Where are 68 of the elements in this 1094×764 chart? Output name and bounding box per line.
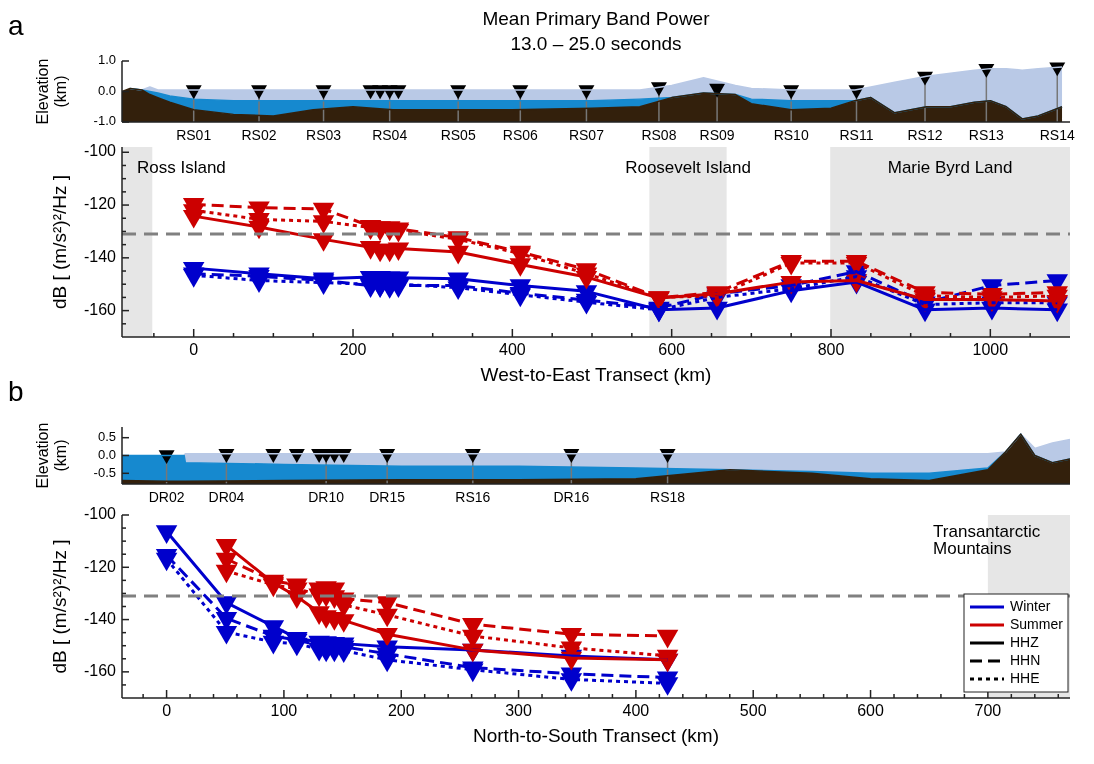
- annotation: RS10: [773, 127, 809, 143]
- y-tick-label: 0.0: [97, 82, 116, 98]
- x-tick-label: 800: [817, 341, 845, 358]
- x-tick-label: 600: [658, 341, 686, 358]
- annotation: DR02: [148, 489, 185, 505]
- legend-label: Winter: [1010, 597, 1051, 614]
- y-tick-label: -1.0: [93, 113, 116, 129]
- annotation: RS04: [372, 127, 408, 143]
- y-tick-label: -160: [83, 300, 117, 318]
- y-tick-label: -0.5: [93, 464, 116, 480]
- band-label: Ross Island: [137, 158, 226, 177]
- y-tick-label: -140: [83, 248, 117, 266]
- annotation: RS03: [306, 127, 342, 143]
- band-label: Marie Byrd Land: [887, 158, 1013, 177]
- y-tick-label: -140: [83, 609, 117, 627]
- y-tick-label: 0.5: [97, 429, 116, 445]
- annotation: RS01: [176, 127, 212, 143]
- annotation: RS09: [699, 127, 735, 143]
- annotation: RS14: [1039, 127, 1075, 143]
- y-axis-title: dB [ (m/s²)²/Hz ]: [49, 539, 70, 674]
- x-axis-title: West-to-East Transect (km): [480, 364, 712, 385]
- x-tick-label: 0: [162, 702, 172, 719]
- x-tick-label: 400: [499, 341, 526, 358]
- y-tick-label: -100: [83, 142, 117, 160]
- annotation: RS05: [440, 127, 476, 143]
- annotation: RS13: [968, 127, 1005, 143]
- text: a: [8, 10, 24, 41]
- legend-label: HHZ: [1010, 633, 1040, 650]
- annotation: RS06: [502, 127, 539, 143]
- annotation: RS12: [907, 127, 943, 143]
- legend-label: HHE: [1010, 669, 1040, 686]
- annotation: RS02: [241, 127, 277, 143]
- x-tick-label: 600: [857, 702, 884, 719]
- x-tick-label: 500: [739, 702, 767, 719]
- annotation: DR15: [369, 489, 406, 505]
- y-tick-label: -120: [83, 195, 117, 213]
- x-tick-label: 100: [270, 702, 298, 719]
- y-tick-label: -100: [83, 505, 117, 523]
- annotation: RS18: [650, 489, 686, 505]
- band-label: Roosevelt Island: [625, 158, 751, 177]
- annotation: DR04: [208, 489, 245, 505]
- annotation: RS07: [568, 127, 605, 143]
- y-tick-label: -120: [83, 557, 117, 575]
- x-tick-label: 300: [505, 702, 533, 719]
- text: b: [8, 376, 24, 407]
- x-tick-label: 0: [189, 341, 199, 358]
- y-tick-label: 1.0: [97, 52, 116, 68]
- band-label: Transantarctic Mountains: [933, 522, 1041, 558]
- annotation: RS11: [839, 127, 874, 143]
- y-axis-title: dB [ (m/s²)²/Hz ]: [49, 174, 70, 310]
- legend-label: Summer: [1010, 615, 1064, 632]
- y-tick-label: -160: [83, 662, 117, 680]
- y-axis-title: Elevation (km): [34, 422, 69, 489]
- legend-label: HHN: [1010, 651, 1041, 668]
- x-tick-label: 400: [622, 702, 650, 719]
- x-tick-label: 200: [339, 341, 367, 358]
- chart-title: Mean Primary Band Power: [482, 8, 711, 29]
- annotation: RS08: [641, 127, 677, 143]
- x-tick-label: 700: [974, 702, 1002, 719]
- annotation: DR16: [553, 489, 590, 505]
- y-tick-label: 0.0: [97, 446, 116, 462]
- chart-subtitle: 13.0 – 25.0 seconds: [510, 33, 682, 54]
- annotation: RS16: [455, 489, 491, 505]
- annotation: DR10: [308, 489, 345, 505]
- y-axis-title: Elevation (km): [34, 58, 69, 125]
- x-tick-label: 1000: [972, 341, 1009, 358]
- x-axis-title: North-to-South Transect (km): [472, 725, 720, 746]
- x-tick-label: 200: [387, 702, 415, 719]
